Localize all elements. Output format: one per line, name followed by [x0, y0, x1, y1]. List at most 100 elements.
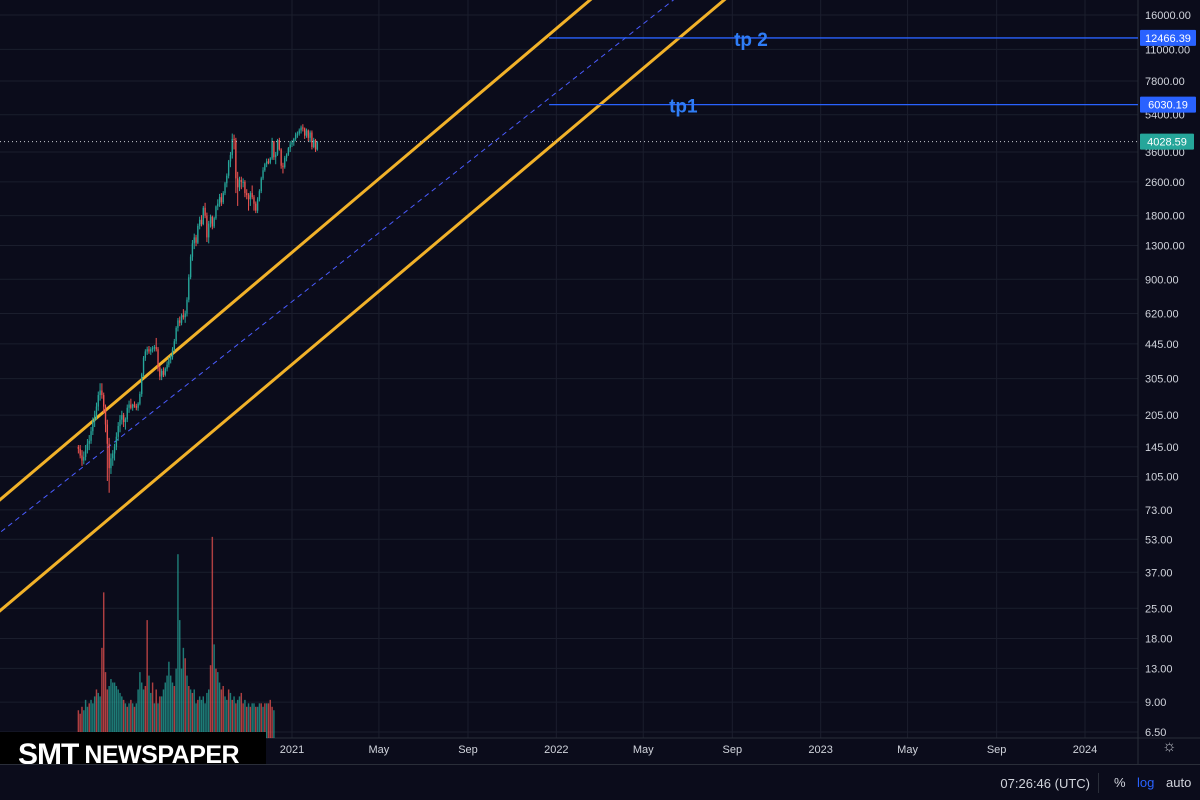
- candle-body: [227, 161, 230, 176]
- candle-body: [235, 140, 237, 179]
- candle-body: [142, 357, 145, 375]
- candle-body: [303, 128, 306, 136]
- price-tick-label: 25.00: [1145, 603, 1173, 615]
- price-tick-label: 11000.00: [1145, 44, 1190, 56]
- volume-bar: [112, 682, 114, 738]
- current-price-tag: [1140, 133, 1194, 150]
- candle-body: [202, 207, 204, 225]
- candle-body: [258, 191, 261, 200]
- price-tick-label: 16000.00: [1145, 10, 1191, 22]
- time-tick-label: 2023: [808, 744, 832, 756]
- price-tick-label: 18.00: [1145, 633, 1173, 645]
- volume-bar: [84, 699, 87, 738]
- volume-bar: [264, 703, 266, 738]
- volume-bar: [197, 699, 199, 738]
- candle-body: [139, 393, 141, 404]
- trend-channel[interactable]: [0, 0, 860, 628]
- candle-body: [79, 448, 81, 456]
- candle-body: [153, 347, 156, 349]
- candle-body: [157, 349, 159, 368]
- price-tick-label: 205.00: [1145, 410, 1179, 422]
- volume-bar: [256, 706, 259, 738]
- candle-body: [236, 178, 239, 188]
- utc-clock[interactable]: 07:26:46 (UTC): [1000, 776, 1090, 791]
- percent-scale-toggle[interactable]: %: [1114, 775, 1126, 790]
- volume-bar: [117, 689, 119, 738]
- candle-body: [222, 193, 224, 203]
- candle-body: [255, 203, 257, 211]
- volume-bar: [260, 703, 262, 738]
- volume-bar: [92, 703, 94, 738]
- candle-body: [131, 404, 134, 408]
- volume-bar: [102, 592, 105, 738]
- candle-body: [189, 256, 192, 278]
- target-price-tag: [1140, 29, 1196, 46]
- target-lines[interactable]: tp 2 tp1: [0, 30, 1138, 143]
- candle-body: [175, 327, 177, 342]
- volume-bar: [155, 689, 157, 738]
- volume-bar: [251, 703, 253, 738]
- volume-bar: [79, 713, 81, 738]
- candle-body: [256, 199, 259, 211]
- channel-middle-line: [0, 0, 675, 534]
- candle-body: [217, 203, 219, 207]
- candle-body: [293, 138, 295, 143]
- price-tick-label: 900.00: [1145, 274, 1179, 286]
- auto-scale-toggle[interactable]: auto: [1166, 775, 1192, 790]
- volume-bar: [191, 692, 194, 738]
- candle-body: [144, 351, 147, 358]
- volume-bar: [83, 710, 85, 738]
- price-tick-label: 445.00: [1145, 339, 1179, 351]
- candle-body: [198, 219, 201, 226]
- candle-body: [83, 456, 85, 461]
- target-price-value: 6030.19: [1148, 100, 1188, 112]
- candle-body: [159, 367, 161, 377]
- price-tick-label: 3600.00: [1145, 147, 1185, 159]
- candle-body: [141, 374, 143, 394]
- candle-body: [316, 141, 319, 150]
- volume-bar: [218, 682, 221, 738]
- candle-body: [173, 341, 176, 350]
- time-axis[interactable]: 2021 May Sep 2022 May Sep 2023 May Sep 2024: [280, 744, 1097, 756]
- price-axis[interactable]: 16000.00 11000.00 7800.00 5400.00 3600.00 260…: [1140, 10, 1196, 739]
- volume-bar: [240, 692, 243, 738]
- volume-bar: [139, 672, 141, 738]
- volume-bar: [175, 668, 177, 738]
- candle-body: [296, 133, 299, 135]
- volume-bar: [135, 703, 138, 738]
- candle-body: [294, 134, 297, 139]
- chart-grid: [0, 0, 1200, 764]
- candle-body: [206, 215, 208, 238]
- candle-body: [112, 453, 114, 459]
- volume-bar: [177, 554, 179, 738]
- candle-body: [273, 141, 275, 158]
- volume-bar: [148, 675, 150, 738]
- candle-body: [311, 132, 313, 148]
- volume-bar: [113, 682, 116, 738]
- candle-body: [309, 132, 311, 138]
- candle-body: [300, 127, 302, 131]
- candle-body: [220, 197, 223, 203]
- volume-bar: [128, 703, 130, 738]
- volume-bar: [242, 703, 244, 738]
- price-tick-label: 620.00: [1145, 308, 1179, 320]
- candle-body: [164, 368, 166, 375]
- candle-body: [195, 237, 197, 243]
- volume-bar: [198, 696, 201, 738]
- price-tick-label: 145.00: [1145, 442, 1179, 454]
- candle-body: [119, 419, 121, 427]
- volume-bar: [110, 679, 112, 738]
- volume-bar: [90, 699, 92, 738]
- gear-icon[interactable]: ☼: [1162, 738, 1177, 755]
- volume-bar: [106, 689, 109, 738]
- volume-bar: [157, 703, 159, 738]
- volume-bar: [222, 685, 224, 738]
- candle-body: [285, 154, 288, 158]
- log-scale-toggle[interactable]: log: [1137, 775, 1155, 790]
- time-tick-label: May: [633, 744, 654, 756]
- candle-body: [253, 197, 255, 204]
- candle-body: [108, 443, 110, 469]
- channel-lower-line: [0, 0, 727, 613]
- volume-bar: [246, 706, 248, 738]
